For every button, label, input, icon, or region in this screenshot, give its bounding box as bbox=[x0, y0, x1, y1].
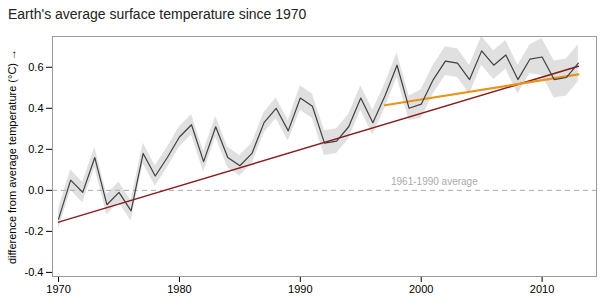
svg-text:0.4: 0.4 bbox=[28, 102, 43, 114]
svg-text:1961-1990 average: 1961-1990 average bbox=[391, 176, 478, 187]
svg-text:2010: 2010 bbox=[530, 283, 554, 295]
svg-text:-0.4: -0.4 bbox=[25, 266, 44, 278]
svg-text:0.0: 0.0 bbox=[28, 184, 43, 196]
svg-text:difference from average temper: difference from average temperature (°C)… bbox=[6, 49, 18, 264]
svg-text:1980: 1980 bbox=[167, 283, 191, 295]
svg-text:1990: 1990 bbox=[288, 283, 312, 295]
html-text:Earth's average surface temper: Earth's average surface temperature sinc… bbox=[8, 6, 307, 22]
svg-text:2000: 2000 bbox=[409, 283, 433, 295]
svg-text:1970: 1970 bbox=[46, 283, 70, 295]
svg-text:-0.2: -0.2 bbox=[25, 225, 44, 237]
svg-text:0.2: 0.2 bbox=[28, 143, 43, 155]
svg-text:0.6: 0.6 bbox=[28, 61, 43, 73]
